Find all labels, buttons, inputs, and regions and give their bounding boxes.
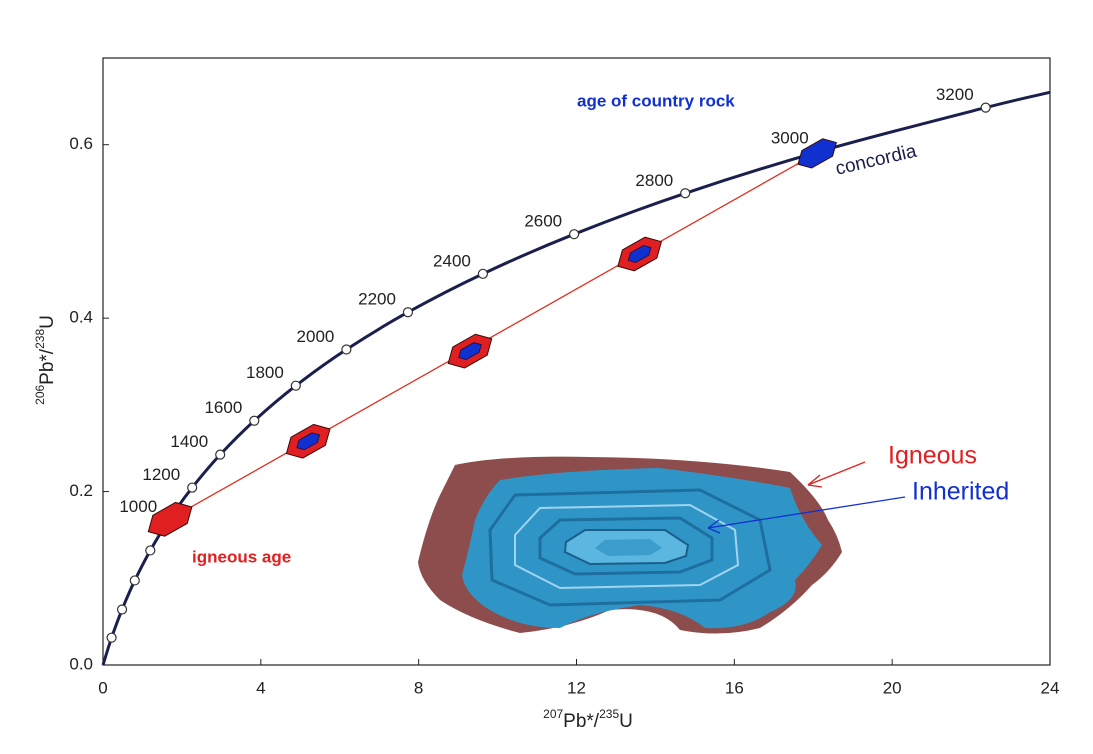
age-marker [118,605,127,614]
age-marker [981,103,990,112]
inherited-label: Inherited [912,478,1009,506]
x-tick-label: 12 [567,678,586,697]
age-label: 2400 [433,251,471,270]
page: age of country rock igneous age Igneous … [0,0,1093,754]
x-label-part: 235 [599,707,619,721]
y-label-part: 206 [33,385,47,405]
zircon-image [418,457,842,634]
country-rock-label: age of country rock [577,91,735,110]
y-label-part: U [37,315,58,329]
age-marker [342,345,351,354]
age-label: 2200 [358,290,396,309]
age-label: 3200 [936,85,974,104]
age-label: 2600 [524,212,562,231]
age-marker [403,308,412,317]
y-tick-label: 0.0 [69,654,93,673]
igneous-age-label: igneous age [192,547,291,566]
y-label-part: 238 [33,329,47,349]
age-marker [107,633,116,642]
y-tick-label: 0.4 [69,308,93,327]
age-marker [570,230,579,239]
x-label-part: Pb*/ [563,711,600,732]
x-axis-label: 207Pb*/235U [543,707,633,732]
chart: age of country rock igneous age Igneous … [0,0,1093,749]
age-marker [130,576,139,585]
y-label-part: Pb*/ [37,348,58,385]
y-tick-label: 0.2 [69,481,93,500]
age-marker [681,189,690,198]
age-label: 3000 [771,129,809,148]
x-label-part: U [619,711,633,732]
age-marker [250,416,259,425]
x-tick-label: 16 [725,678,744,697]
x-tick-label: 0 [98,678,107,697]
y-tick-label: 0.6 [69,134,93,153]
age-label: 1800 [246,363,284,382]
x-label-part: 207 [543,707,563,721]
age-marker [188,483,197,492]
age-marker [146,546,155,555]
y-axis-label: 206Pb*/238U [33,315,58,405]
age-marker [216,450,225,459]
x-tick-label: 8 [414,678,423,697]
age-marker [291,381,300,390]
age-label: 1000 [119,497,157,516]
age-label: 2800 [635,171,673,190]
x-tick-label: 4 [256,678,265,697]
igneous-label: Igneous [888,442,977,470]
age-label: 1600 [204,398,242,417]
x-tick-label: 20 [883,678,902,697]
x-tick-label: 24 [1041,678,1060,697]
age-label: 1200 [142,465,180,484]
age-label: 2000 [297,327,335,346]
age-label: 1400 [170,432,208,451]
age-marker [478,269,487,278]
